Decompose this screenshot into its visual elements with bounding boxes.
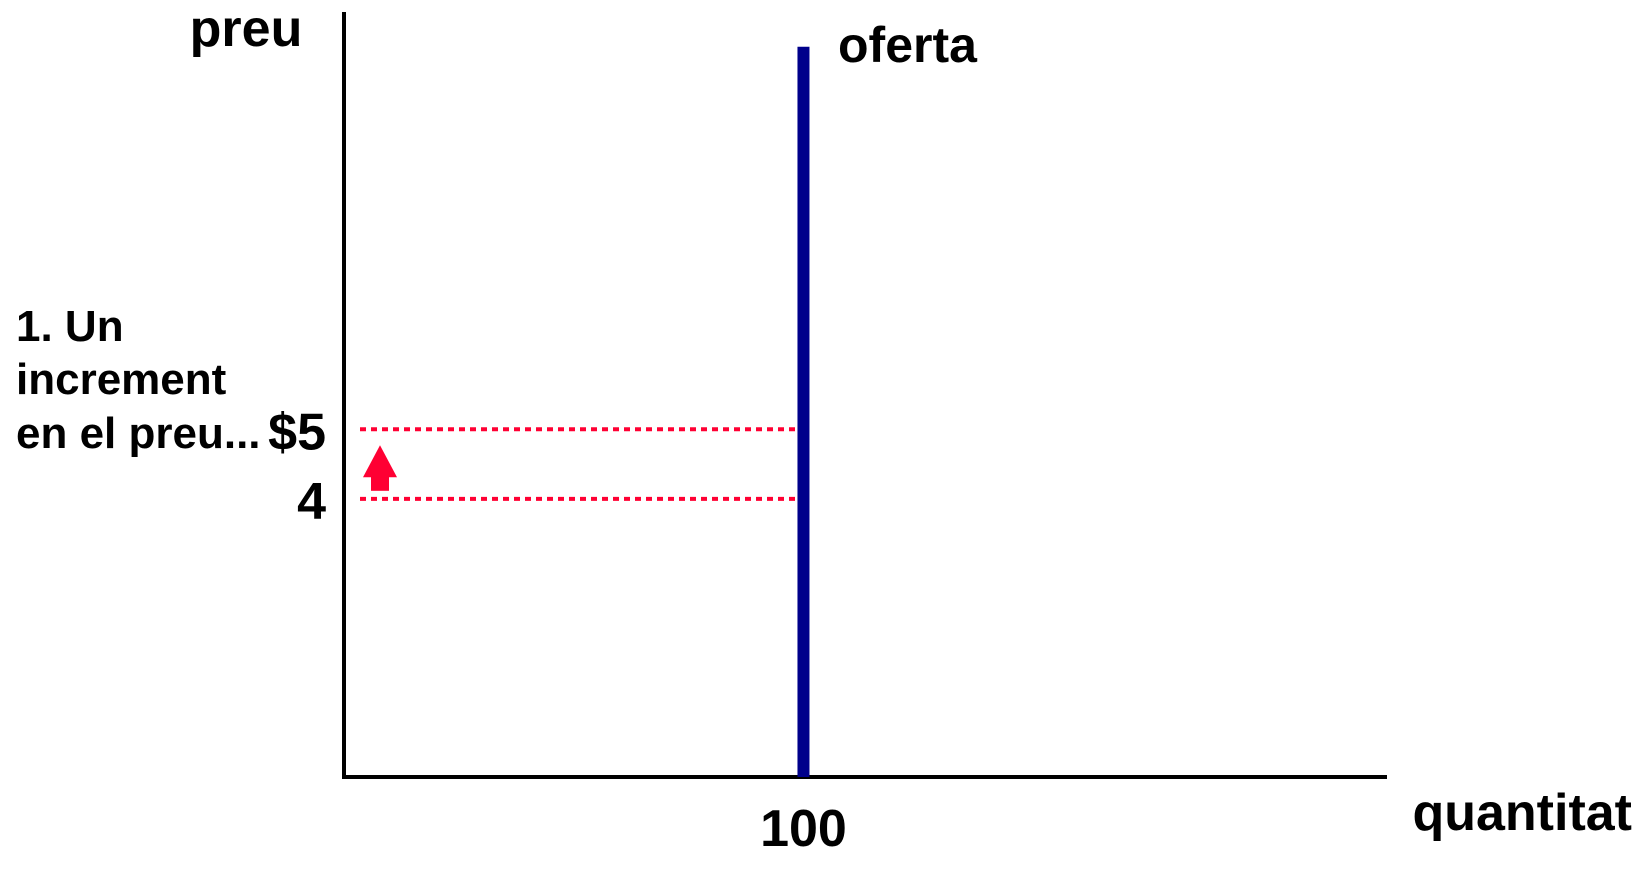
price-increase-arrow-head [363, 445, 397, 478]
x-axis-label: quantitat [1412, 784, 1632, 842]
x-tick-label-100: 100 [760, 800, 847, 858]
price-increase-arrow-shaft [371, 476, 389, 491]
supply-label: oferta [838, 17, 978, 73]
y-tick-label-5: $5 [268, 403, 326, 461]
y-tick-label-4: 4 [297, 473, 326, 531]
annotation-line-3: en el preu... [16, 409, 261, 458]
y-axis-label: preu [190, 0, 303, 58]
annotation-line-2: increment [16, 355, 227, 404]
annotation-line-1: 1. Un [16, 302, 124, 351]
